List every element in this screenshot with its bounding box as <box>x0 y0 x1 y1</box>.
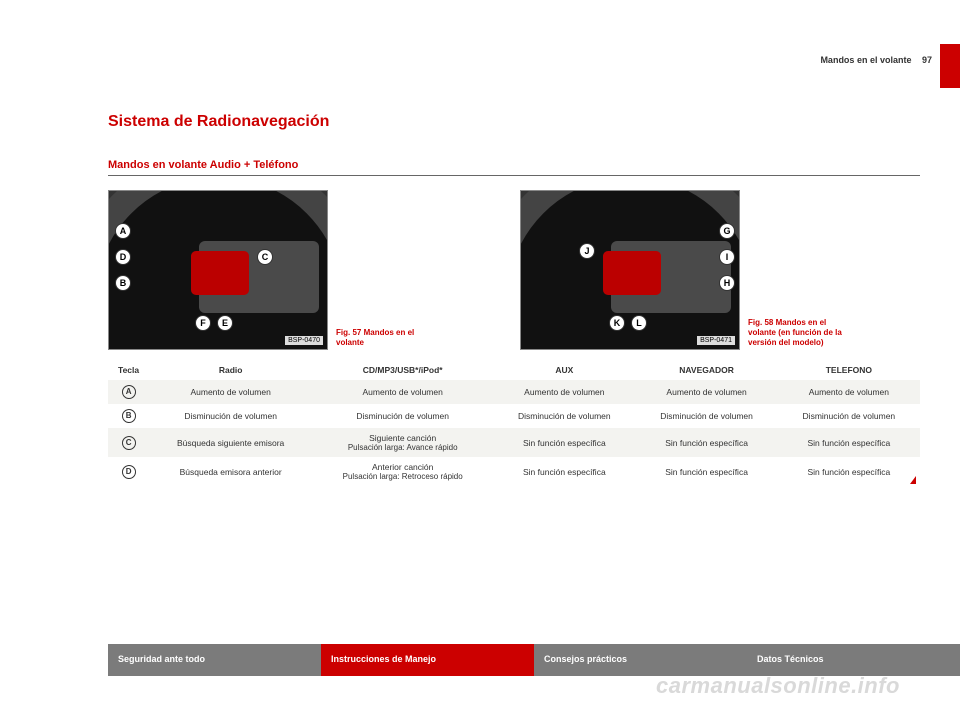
table-cell: Disminución de volumen <box>778 404 920 428</box>
callout-b: B <box>115 275 131 291</box>
col-tecla: Tecla <box>108 360 149 380</box>
table-row: D Búsqueda emisora anteriorAnterior canci… <box>108 457 920 486</box>
table-cell: Disminución de volumen <box>312 404 493 428</box>
divider <box>108 175 920 176</box>
figure-57-code: BSP-0470 <box>285 336 323 345</box>
controls-table-wrap: Tecla Radio CD/MP3/USB*/iPod* AUX NAVEGA… <box>108 360 920 486</box>
page-header: Mandos en el volante 97 <box>820 55 932 65</box>
callout-f: F <box>195 315 211 331</box>
table-cell: Siguiente canciónPulsación larga: Avance… <box>312 428 493 457</box>
table-cell: Sin función específica <box>778 428 920 457</box>
table-cell: Anterior canciónPulsación larga: Retroce… <box>312 457 493 486</box>
key-cell: A <box>108 380 149 404</box>
key-circle-icon: B <box>122 409 136 423</box>
footer-tab-0[interactable]: Seguridad ante todo <box>108 644 321 676</box>
page-title: Sistema de Radionavegación <box>108 113 920 131</box>
callout-g: G <box>719 223 735 239</box>
col-navegador: NAVEGADOR <box>635 360 777 380</box>
table-cell: Sin función específica <box>778 457 920 486</box>
table-cell: Aumento de volumen <box>635 380 777 404</box>
section-subtitle: Mandos en volante Audio + Teléfono <box>108 159 920 171</box>
table-cell: Aumento de volumen <box>149 380 312 404</box>
key-cell: D <box>108 457 149 486</box>
key-circle-icon: A <box>122 385 136 399</box>
key-circle-icon: D <box>122 465 136 479</box>
caption-58-label: Fig. 58 <box>748 318 773 327</box>
callout-i: I <box>719 249 735 265</box>
table-cell: Disminución de volumen <box>493 404 635 428</box>
figure-57-image: A D B C F E BSP-0470 <box>108 190 328 350</box>
callout-e: E <box>217 315 233 331</box>
table-row: BDisminución de volumenDisminución de vo… <box>108 404 920 428</box>
table-cell: Búsqueda siguiente emisora <box>149 428 312 457</box>
footer-tabs: Seguridad ante todo Instrucciones de Man… <box>0 644 960 676</box>
callout-l: L <box>631 315 647 331</box>
key-cell: C <box>108 428 149 457</box>
table-cell: Sin función específica <box>493 457 635 486</box>
figure-58-image: G J I H K L BSP-0471 <box>520 190 740 350</box>
col-telefono: TELEFONO <box>778 360 920 380</box>
figure-left-wrap: A D B C F E BSP-0470 Fig. 57 Mandos en e… <box>108 190 508 350</box>
key-circle-icon: C <box>122 436 136 450</box>
table-cell: Aumento de volumen <box>312 380 493 404</box>
table-row: C Búsqueda siguiente emisoraSiguiente can… <box>108 428 920 457</box>
col-cd: CD/MP3/USB*/iPod* <box>312 360 493 380</box>
callout-j: J <box>579 243 595 259</box>
continue-icon <box>910 476 916 484</box>
figure-57-caption: Fig. 57 Mandos en el volante <box>336 328 432 350</box>
table-cell: Disminución de volumen <box>635 404 777 428</box>
header-section: Mandos en el volante <box>820 55 911 65</box>
col-aux: AUX <box>493 360 635 380</box>
table-cell: Sin función específica <box>635 428 777 457</box>
footer-tab-1[interactable]: Instrucciones de Manejo <box>321 644 534 676</box>
table-cell: Sin función específica <box>493 428 635 457</box>
page-number: 97 <box>922 55 932 65</box>
footer-tab-3[interactable]: Datos Técnicos <box>747 644 960 676</box>
col-radio: Radio <box>149 360 312 380</box>
figure-right-wrap: G J I H K L BSP-0471 Fig. 58 Mandos en e… <box>520 190 920 350</box>
table-cell: Disminución de volumen <box>149 404 312 428</box>
callout-k: K <box>609 315 625 331</box>
callout-d: D <box>115 249 131 265</box>
controls-table: Tecla Radio CD/MP3/USB*/iPod* AUX NAVEGA… <box>108 360 920 486</box>
table-cell: Aumento de volumen <box>778 380 920 404</box>
table-header-row: Tecla Radio CD/MP3/USB*/iPod* AUX NAVEGA… <box>108 360 920 380</box>
table-row: AAumento de volumenAumento de volumenAum… <box>108 380 920 404</box>
caption-57-label: Fig. 57 <box>336 328 361 337</box>
watermark: carmanualsonline.info <box>656 673 900 699</box>
table-cell: Búsqueda emisora anterior <box>149 457 312 486</box>
figure-58-caption: Fig. 58 Mandos en el volante (en función… <box>748 318 844 350</box>
page-edge-tab <box>940 44 960 88</box>
callout-h: H <box>719 275 735 291</box>
callout-c: C <box>257 249 273 265</box>
callout-a: A <box>115 223 131 239</box>
figure-58-code: BSP-0471 <box>697 336 735 345</box>
key-cell: B <box>108 404 149 428</box>
table-cell: Sin función específica <box>635 457 777 486</box>
figures-row: A D B C F E BSP-0470 Fig. 57 Mandos en e… <box>108 190 920 350</box>
page-body: Sistema de Radionavegación Mandos en vol… <box>108 113 920 486</box>
footer-tab-2[interactable]: Consejos prácticos <box>534 644 747 676</box>
table-cell: Aumento de volumen <box>493 380 635 404</box>
